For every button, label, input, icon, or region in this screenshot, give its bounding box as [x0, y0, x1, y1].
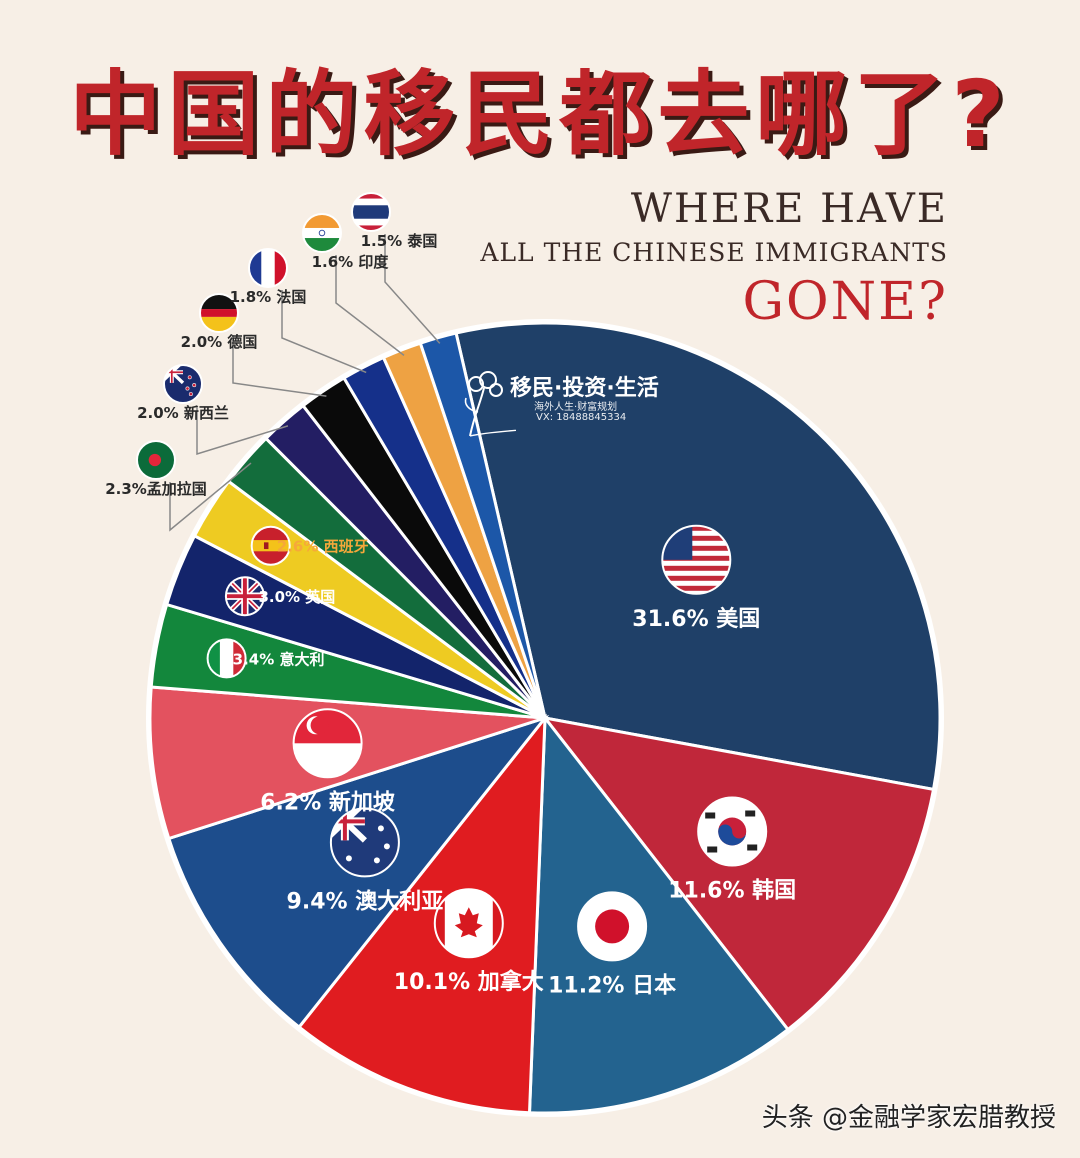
- ca-flag-icon: [433, 888, 504, 959]
- slice-label-gb: 3.0% 英国: [258, 588, 335, 606]
- leader-line: [169, 462, 252, 532]
- nz-flag-icon: [163, 364, 203, 404]
- de-flag-icon: [199, 293, 239, 333]
- slice-label-ca: 10.1% 加拿大: [394, 969, 544, 995]
- slice-label-jp: 11.2% 日本: [548, 973, 676, 998]
- brand-logo: 移民·投资·生活 海外人生·财富规划 VX: 18488845334: [456, 364, 666, 444]
- slice-label-in: 1.6% 印度: [312, 253, 390, 271]
- logo-main-text: 移民·投资·生活: [510, 376, 659, 401]
- chart-title: 中国的移民都去哪了?: [69, 61, 1011, 168]
- leader-line: [335, 255, 405, 356]
- it-flag-icon: [206, 638, 247, 679]
- fr-flag-icon: [248, 248, 288, 288]
- pie-slice-ca: [296, 713, 547, 1115]
- slice-label-es: 2.6% 西班牙: [277, 538, 369, 556]
- slice-label-bd: 2.3%孟加拉国: [105, 480, 207, 498]
- leader-line: [384, 234, 441, 344]
- english-subtitle-line-1: WHERE HAVE: [630, 186, 948, 232]
- es-flag-icon: [250, 525, 291, 566]
- slice-label-fr: 1.8% 法国: [230, 288, 307, 306]
- flower-logo-icon: [464, 371, 516, 437]
- slice-label-kr: 11.6% 韩国: [668, 878, 796, 904]
- leader-line: [232, 335, 327, 397]
- slice-label-th: 1.5% 泰国: [361, 232, 438, 250]
- in-flag-icon: [302, 213, 342, 253]
- slice-label-us: 31.6% 美国: [632, 606, 760, 632]
- logo-subtext: 海外人生·财富规划: [534, 402, 618, 413]
- bd-flag-icon: [136, 440, 176, 480]
- slice-label-sg: 6.2% 新加坡: [260, 789, 395, 815]
- kr-flag-icon: [697, 796, 768, 867]
- slice-label-nz: 2.0% 新西兰: [137, 404, 229, 422]
- slice-label-de: 2.0% 德国: [181, 333, 258, 351]
- slice-label-au: 9.4% 澳大利亚: [287, 888, 444, 914]
- pie-slice-kr: [541, 715, 936, 1032]
- jp-flag-icon: [577, 891, 648, 962]
- pie-slice-th: [418, 331, 547, 719]
- gb-flag-icon: [224, 576, 265, 617]
- english-subtitle-line-2: ALL THE CHINESE IMMIGRANTS: [480, 238, 948, 267]
- leader-line: [281, 290, 367, 374]
- watermark: 头条 @金融学家宏腊教授: [761, 1103, 1056, 1133]
- leader-line: [196, 406, 289, 456]
- th-flag-icon: [351, 192, 391, 232]
- us-flag-icon: [661, 524, 732, 595]
- slice-label-it: 3.4% 意大利: [233, 650, 325, 668]
- english-subtitle-line-3: GONE?: [742, 272, 948, 332]
- pie-slice-jp: [527, 713, 791, 1115]
- logo-contact: VX: 18488845334: [536, 412, 627, 423]
